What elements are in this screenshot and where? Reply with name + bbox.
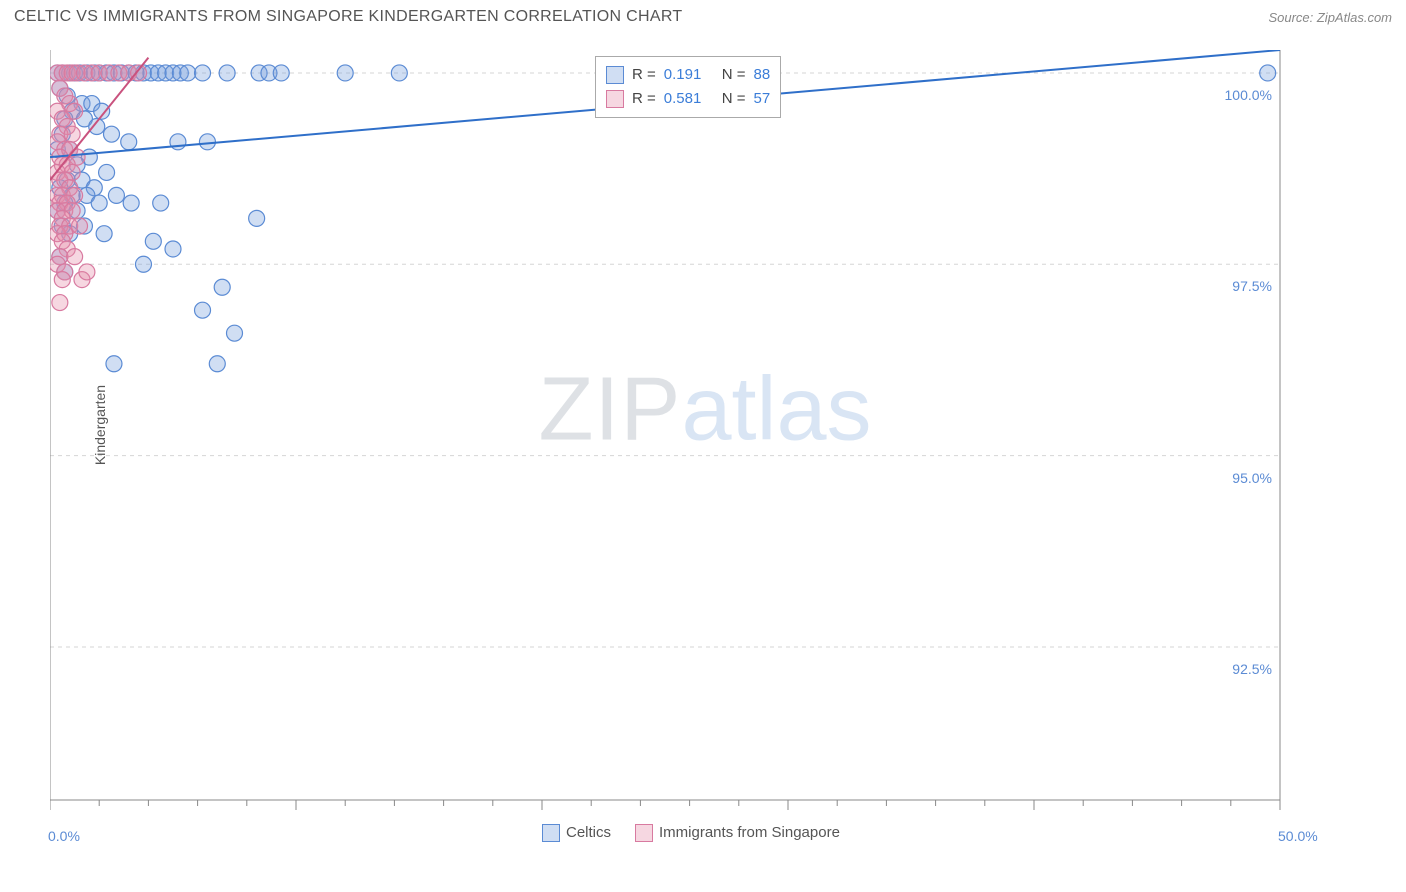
legend-label: Immigrants from Singapore <box>659 824 840 841</box>
legend-item: Celtics <box>542 824 611 842</box>
x-tick: 0.0% <box>48 828 80 844</box>
legend-swatch <box>606 66 624 84</box>
scatter-chart-svg <box>50 50 1360 850</box>
plot-area: Kindergarten ZIPatlas R =0.191N =88R =0.… <box>50 50 1360 800</box>
r-value: 0.191 <box>664 63 714 87</box>
title-bar: CELTIC VS IMMIGRANTS FROM SINGAPORE KIND… <box>0 0 1406 30</box>
n-value: 88 <box>754 63 771 87</box>
y-tick: 100.0% <box>1225 87 1272 103</box>
legend-swatch <box>606 90 624 108</box>
y-tick: 97.5% <box>1232 278 1272 294</box>
stats-legend-row: R =0.581N =57 <box>606 87 770 111</box>
y-tick: 95.0% <box>1232 470 1272 486</box>
source-label: Source: ZipAtlas.com <box>1268 10 1392 25</box>
x-tick: 50.0% <box>1278 828 1318 844</box>
y-tick: 92.5% <box>1232 661 1272 677</box>
chart-title: CELTIC VS IMMIGRANTS FROM SINGAPORE KIND… <box>14 8 682 26</box>
legend-label: Celtics <box>566 824 611 841</box>
legend-swatch <box>635 824 653 842</box>
series-legend: Celtics Immigrants from Singapore <box>542 824 840 842</box>
r-value: 0.581 <box>664 87 714 111</box>
n-value: 57 <box>754 87 771 111</box>
stats-legend: R =0.191N =88R =0.581N =57 <box>595 56 781 118</box>
stats-legend-row: R =0.191N =88 <box>606 63 770 87</box>
legend-swatch <box>542 824 560 842</box>
legend-item: Immigrants from Singapore <box>635 824 840 842</box>
